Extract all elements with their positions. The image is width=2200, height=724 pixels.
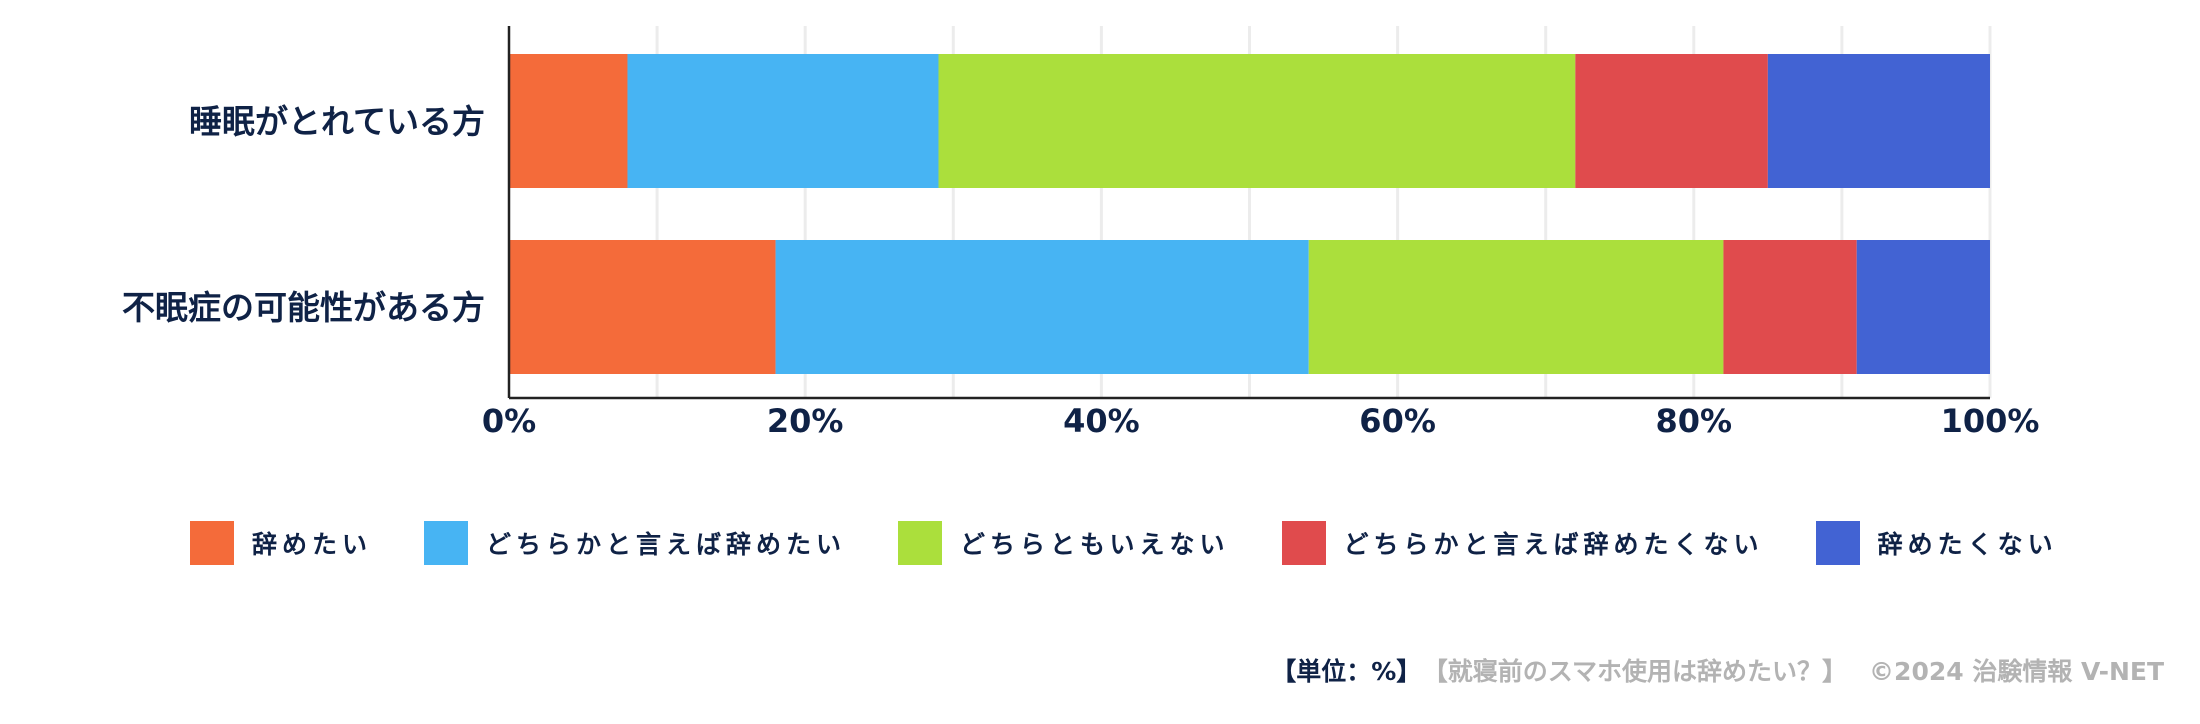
bar-segment [627,54,939,188]
bar-segment [775,240,1309,374]
bar-segment [1575,54,1768,188]
legend-swatch [1281,521,1326,565]
footer: 【単位：%】 【就寝前のスマホ使用は辞めたい？】 ©2024 治験情報 V-NET [1271,652,2164,688]
category-label: 睡眠がとれている方 [189,102,485,141]
bar-segment [509,240,776,374]
legend-swatch [190,521,234,565]
x-tick-label: 60% [1359,402,1436,440]
legend-swatch [424,521,469,565]
legend-label: 辞めたくない [1877,530,2058,559]
unit-label: 【単位：%】 [1271,657,1422,686]
x-tick-labels: 0% 20% 40% 60% 80% 100% [482,402,2040,440]
legend-item: どちらかと言えば辞めたい [424,521,846,565]
legend-swatch [898,521,943,565]
x-tick-label: 80% [1656,402,1733,440]
bar-segment [1723,240,1857,374]
legend-swatch [1815,521,1860,565]
bar-segment [1308,240,1724,374]
legend-label: どちらかと言えば辞めたい [486,530,847,559]
source-label: 【就寝前のスマホ使用は辞めたい？】 [1435,657,1848,686]
legend-label: 辞めたい [252,530,373,559]
legend-item: 辞めたい [190,521,372,565]
x-tick-label: 40% [1063,402,1140,440]
axes [507,26,1990,400]
legend-item: どちらともいえない [898,521,1230,565]
copyright-label: ©2024 治験情報 V-NET [1869,657,2164,686]
bar-segment [938,54,1576,188]
legend: 辞めたい どちらかと言えば辞めたい どちらともいえない どちらかと言えば辞めたくない 辞… [190,520,2110,566]
legend-item: 辞めたくない [1815,521,2058,565]
bar-segment [1767,54,1990,188]
bar-segment [509,54,628,188]
legend-item: どちらかと言えば辞めたくない [1281,521,1764,565]
legend-label: どちらかと言えば辞めたくない [1343,530,1764,559]
bar-segment [1856,240,1990,374]
category-label: 不眠症の可能性がある方 [122,288,485,327]
x-tick-label: 0% [482,402,536,440]
x-tick-label: 20% [767,402,844,440]
x-tick-label: 100% [1941,402,2040,440]
bars [509,54,1990,374]
legend-label: どちらともいえない [960,530,1230,559]
